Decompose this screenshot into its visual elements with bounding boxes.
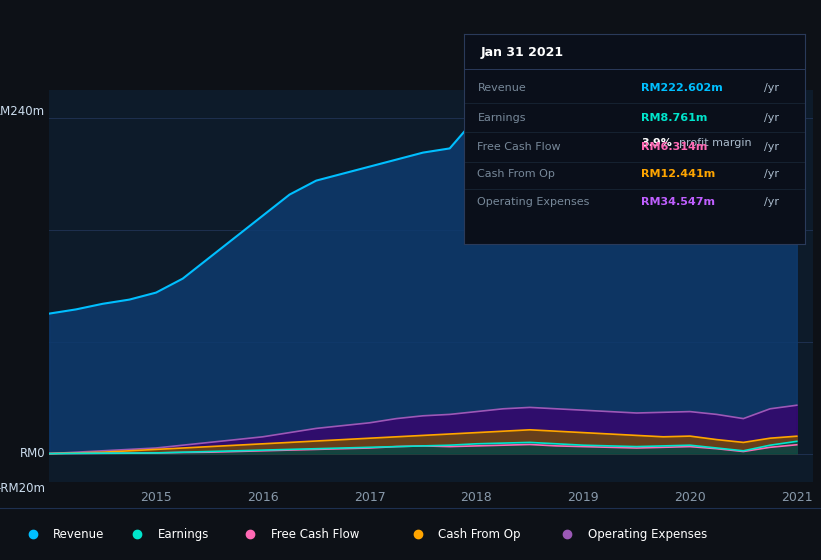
Text: /yr: /yr [764, 197, 778, 207]
Text: Operating Expenses: Operating Expenses [588, 528, 707, 541]
Text: RM12.441m: RM12.441m [641, 169, 715, 179]
Text: RM222.602m: RM222.602m [641, 83, 722, 93]
Text: RM6.314m: RM6.314m [641, 142, 708, 152]
Text: RM8.761m: RM8.761m [641, 113, 708, 123]
Text: Earnings: Earnings [478, 113, 526, 123]
Text: RM0: RM0 [20, 447, 45, 460]
Text: Cash From Op: Cash From Op [478, 169, 555, 179]
Text: -RM20m: -RM20m [0, 482, 45, 494]
Text: Earnings: Earnings [158, 528, 209, 541]
Text: profit margin: profit margin [678, 138, 751, 148]
Text: RM240m: RM240m [0, 105, 45, 118]
Text: Cash From Op: Cash From Op [438, 528, 521, 541]
Text: Revenue: Revenue [478, 83, 526, 93]
Text: 3.9%: 3.9% [641, 138, 672, 148]
Text: Free Cash Flow: Free Cash Flow [271, 528, 360, 541]
Text: /yr: /yr [764, 142, 778, 152]
Text: Revenue: Revenue [53, 528, 105, 541]
Text: RM34.547m: RM34.547m [641, 197, 715, 207]
Text: /yr: /yr [764, 169, 778, 179]
Text: /yr: /yr [764, 113, 778, 123]
Text: Operating Expenses: Operating Expenses [478, 197, 589, 207]
Text: Jan 31 2021: Jan 31 2021 [481, 46, 564, 59]
Text: Free Cash Flow: Free Cash Flow [478, 142, 561, 152]
Text: /yr: /yr [764, 83, 778, 93]
